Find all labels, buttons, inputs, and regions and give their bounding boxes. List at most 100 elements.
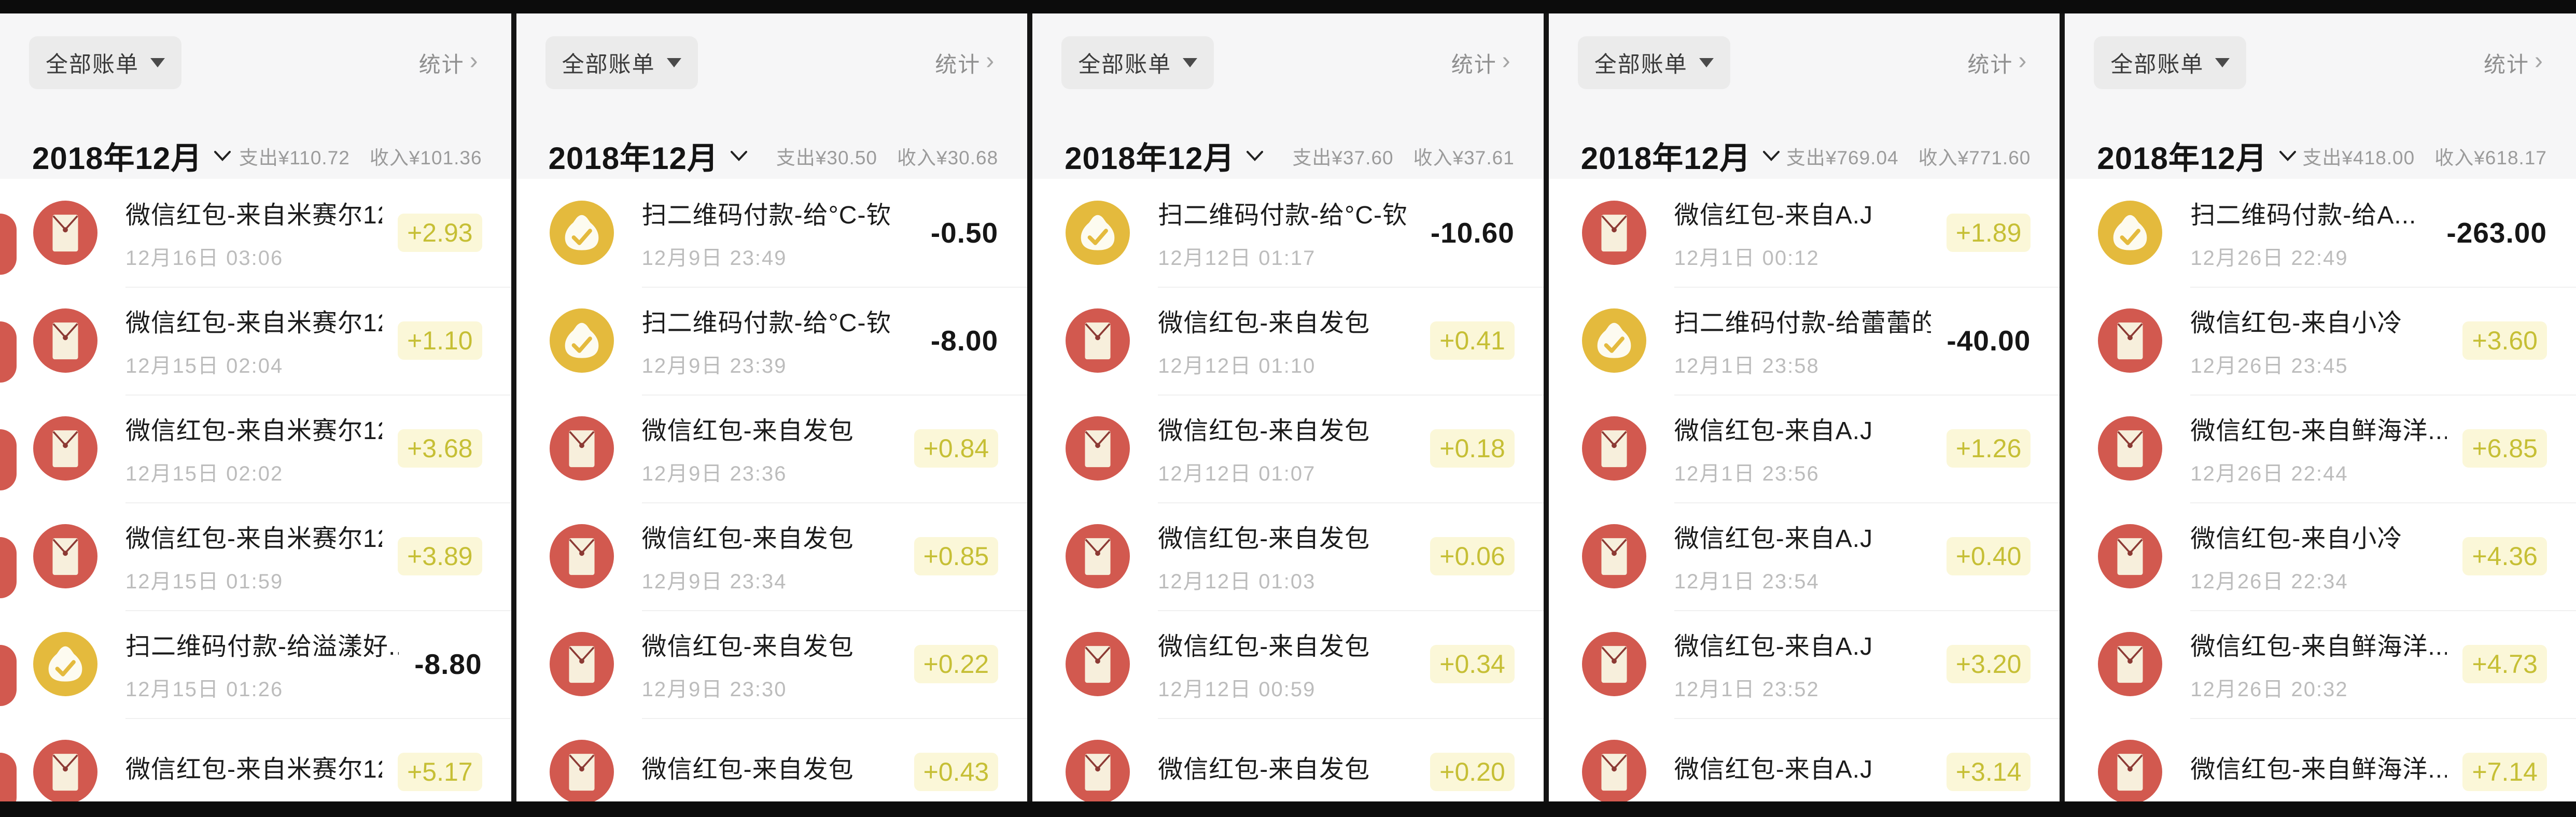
transaction-row[interactable]: 微信红包-来自发包 12月12日 01:07 +0.18	[1032, 395, 1544, 502]
transaction-info: 微信红包-来自A.J 12月1日 23:54	[1674, 518, 1931, 595]
top-black-bar	[0, 0, 2576, 13]
transaction-title: 微信红包-来自发包	[1158, 309, 1370, 337]
month-selector[interactable]: 2018年12月	[1578, 133, 1783, 179]
expense-total: 支出¥30.50	[776, 147, 878, 168]
transaction-info: 微信红包-来自发包 12月12日 01:03	[1158, 518, 1415, 595]
statistics-link[interactable]: 统计 ›	[416, 47, 482, 79]
transaction-datetime: 12月12日 00:59	[1158, 678, 1316, 701]
transaction-row[interactable]: 微信红包-来自发包 +0.43	[516, 718, 1028, 801]
account-filter-dropdown[interactable]: 全部账单	[1061, 36, 1214, 89]
income-total: 收入¥618.17	[2434, 147, 2547, 168]
transaction-list: 扫二维码付款-给°C-钦 12月9日 23:49 -0.50 扫二维码付款-给°…	[516, 179, 1028, 801]
transaction-info: 微信红包-来自A.J 12月1日 23:56	[1674, 410, 1931, 487]
transaction-row[interactable]: 微信红包-来自发包 +0.20	[1032, 718, 1544, 801]
transaction-info: 微信红包-来自A.J 12月1日 00:12	[1674, 194, 1931, 271]
transaction-row[interactable]: 微信红包-来自发包 12月9日 23:34 +0.85	[516, 502, 1028, 610]
transaction-title: 微信红包-来自A.J	[1674, 202, 1873, 229]
red-envelope-icon	[1066, 632, 1130, 696]
transaction-row[interactable]: 微信红包-来自A.J 12月1日 23:52 +3.20	[1549, 610, 2060, 718]
transaction-title: 微信红包-来自鲜海洋...	[2190, 633, 2447, 660]
transaction-row[interactable]: 微信红包-来自鲜海洋... +7.14	[2065, 718, 2576, 801]
transaction-row[interactable]: 扫二维码付款-给A... 12月26日 22:49 -263.00	[2065, 179, 2576, 287]
account-filter-dropdown[interactable]: 全部账单	[1577, 36, 1730, 89]
transaction-row[interactable]: 微信红包-来自A.J +3.14	[1549, 718, 2060, 801]
transaction-title: 微信红包-来自小冷	[2190, 525, 2403, 553]
header-row: 全部账单 统计 ›	[545, 36, 999, 89]
transaction-row[interactable]: 微信红包-来自发包 12月12日 01:03 +0.06	[1032, 502, 1544, 610]
month-selector[interactable]: 2018年12月	[545, 133, 751, 179]
transaction-row[interactable]: 微信红包-来自小冷 12月26日 23:45 +3.60	[2065, 287, 2576, 395]
account-filter-dropdown[interactable]: 全部账单	[545, 36, 698, 89]
transaction-row[interactable]: 微信红包-来自鲜海洋... 12月26日 20:32 +4.73	[2065, 610, 2576, 718]
transaction-amount: +0.85	[914, 537, 999, 575]
transaction-datetime: 12月12日 01:17	[1158, 247, 1316, 270]
transaction-amount: +3.68	[398, 429, 482, 468]
month-row: 2018年12月 支出¥30.50 收入¥30.68	[545, 133, 999, 179]
transaction-row[interactable]: 微信红包-来自米赛尔12-... 12月15日 02:02 +3.68	[0, 395, 511, 502]
transaction-amount: +0.22	[914, 645, 999, 683]
transaction-row[interactable]: 微信红包-来自发包 12月9日 23:36 +0.84	[516, 395, 1028, 502]
transaction-info: 微信红包-来自鲜海洋...	[2190, 749, 2447, 795]
filter-label: 全部账单	[46, 52, 139, 77]
red-envelope-icon	[1581, 416, 1646, 481]
transaction-list: 扫二维码付款-给A... 12月26日 22:49 -263.00 微信红包-来…	[2065, 179, 2576, 801]
transaction-title: 微信红包-来自发包	[1158, 417, 1370, 445]
transaction-datetime: 12月9日 23:49	[641, 247, 787, 270]
transaction-row[interactable]: 扫二维码付款-给蕾蕾的... 12月1日 23:58 -40.00	[1549, 287, 2060, 395]
transaction-amount: +4.73	[2462, 645, 2547, 683]
panel-header: 全部账单 统计 › 2018年12月 支出¥110.72 收入¥101.	[0, 13, 511, 179]
transaction-amount: +0.40	[1946, 537, 2031, 575]
account-filter-dropdown[interactable]: 全部账单	[2094, 36, 2247, 89]
transaction-datetime: 12月15日 01:26	[125, 678, 284, 701]
transaction-row[interactable]: 扫二维码付款-给°C-钦 12月9日 23:39 -8.00	[516, 287, 1028, 395]
transaction-row[interactable]: 微信红包-来自发包 12月12日 01:10 +0.41	[1032, 287, 1544, 395]
statistics-link[interactable]: 统计 ›	[1448, 47, 1515, 79]
transaction-title: 微信红包-来自米赛尔12-...	[125, 525, 382, 553]
transaction-datetime: 12月1日 00:12	[1674, 247, 1819, 270]
month-selector[interactable]: 2018年12月	[2094, 133, 2299, 179]
transaction-row[interactable]: 扫二维码付款-给溢漾好... 12月15日 01:26 -8.80	[0, 610, 511, 718]
bill-panel: 全部账单 统计 › 2018年12月 支出¥37.60 收入¥37.61	[1032, 13, 1544, 801]
transaction-row[interactable]: 微信红包-来自A.J 12月1日 23:54 +0.40	[1549, 502, 2060, 610]
account-filter-dropdown[interactable]: 全部账单	[29, 36, 181, 89]
transaction-datetime: 12月26日 20:32	[2190, 678, 2348, 701]
transaction-row[interactable]: 微信红包-来自发包 12月9日 23:30 +0.22	[516, 610, 1028, 718]
transaction-row[interactable]: 微信红包-来自米赛尔12-... 12月16日 03:06 +2.93	[0, 179, 511, 287]
transaction-title: 扫二维码付款-给°C-钦	[641, 309, 892, 337]
statistics-link[interactable]: 统计 ›	[1964, 47, 2031, 79]
month-summary: 支出¥110.72 收入¥101.36	[239, 142, 482, 170]
header-row: 全部账单 统计 ›	[29, 36, 482, 89]
statistics-link[interactable]: 统计 ›	[932, 47, 998, 79]
transaction-row[interactable]: 微信红包-来自发包 12月12日 00:59 +0.34	[1032, 610, 1544, 718]
month-label: 2018年12月	[548, 141, 719, 176]
month-selector[interactable]: 2018年12月	[29, 133, 234, 179]
statistics-label: 统计	[1967, 52, 2013, 77]
transaction-row[interactable]: 微信红包-来自A.J 12月1日 00:12 +1.89	[1549, 179, 2060, 287]
transaction-row[interactable]: 微信红包-来自米赛尔12-... 12月15日 02:04 +1.10	[0, 287, 511, 395]
red-envelope-icon	[549, 524, 614, 588]
panel-header: 全部账单 统计 › 2018年12月 支出¥418.00 收入¥618.	[2065, 13, 2576, 179]
transaction-row[interactable]: 微信红包-来自A.J 12月1日 23:56 +1.26	[1549, 395, 2060, 502]
panel-header: 全部账单 统计 › 2018年12月 支出¥37.60 收入¥37.61	[1032, 13, 1544, 179]
transaction-row[interactable]: 微信红包-来自米赛尔12-... +5.17	[0, 718, 511, 801]
transaction-info: 微信红包-来自小冷 12月26日 23:45	[2190, 302, 2447, 379]
expense-total: 支出¥110.72	[239, 147, 350, 168]
transaction-title: 微信红包-来自发包	[1158, 633, 1370, 660]
month-summary: 支出¥418.00 收入¥618.17	[2302, 142, 2547, 170]
transaction-title: 微信红包-来自A.J	[1674, 756, 1873, 783]
month-row: 2018年12月 支出¥418.00 收入¥618.17	[2094, 133, 2547, 179]
transaction-row[interactable]: 扫二维码付款-给°C-钦 12月9日 23:49 -0.50	[516, 179, 1028, 287]
transaction-row[interactable]: 微信红包-来自鲜海洋... 12月26日 22:44 +6.85	[2065, 395, 2576, 502]
header-row: 全部账单 统计 ›	[2094, 36, 2547, 89]
transaction-list: 微信红包-来自A.J 12月1日 00:12 +1.89 扫二维码付款-给蕾蕾的…	[1548, 179, 2060, 801]
transaction-info: 微信红包-来自A.J	[1674, 749, 1931, 795]
month-selector[interactable]: 2018年12月	[1061, 133, 1267, 179]
transaction-title: 扫二维码付款-给溢漾好...	[125, 633, 399, 660]
transaction-row[interactable]: 扫二维码付款-给°C-钦 12月12日 01:17 -10.60	[1032, 179, 1544, 287]
month-row: 2018年12月 支出¥110.72 收入¥101.36	[29, 133, 482, 179]
transaction-info: 扫二维码付款-给°C-钦 12月9日 23:49	[642, 194, 915, 271]
transaction-row[interactable]: 微信红包-来自米赛尔12-... 12月15日 01:59 +3.89	[0, 502, 511, 610]
statistics-link[interactable]: 统计 ›	[2481, 47, 2547, 79]
transaction-datetime: 12月12日 01:10	[1158, 355, 1316, 377]
transaction-row[interactable]: 微信红包-来自小冷 12月26日 22:34 +4.36	[2065, 502, 2576, 610]
